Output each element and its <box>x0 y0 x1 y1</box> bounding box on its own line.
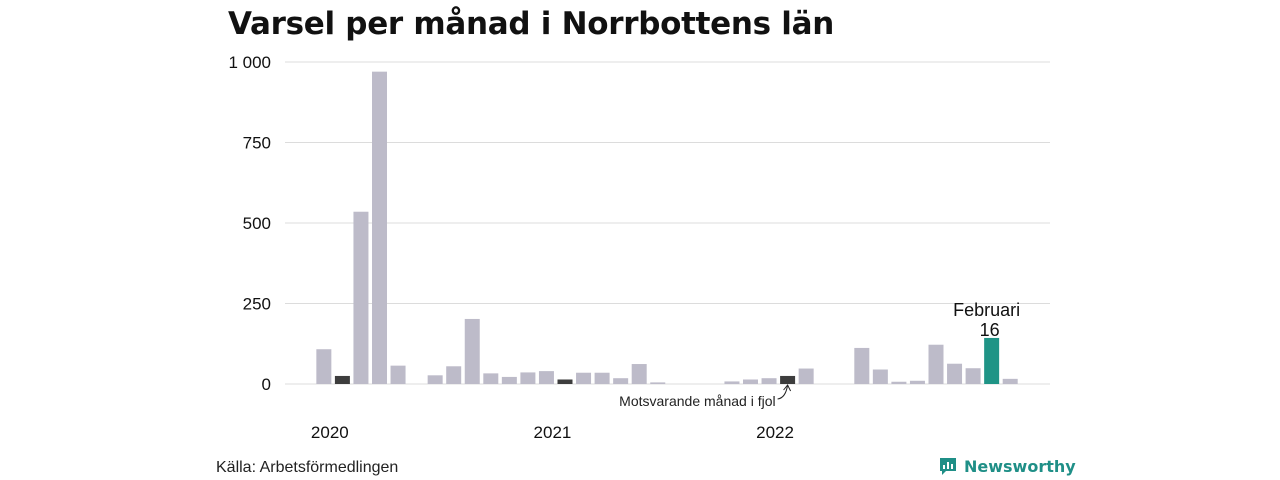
bar-16 <box>594 372 610 384</box>
bar-3 <box>353 211 369 384</box>
bar-38 <box>1002 378 1018 384</box>
highlight-month-label: Februari <box>953 300 1020 320</box>
bar-13 <box>538 371 554 384</box>
y-axis-tick-labels: 0 250 500 750 1 000 <box>228 53 271 394</box>
y-tick-label-0: 0 <box>262 375 271 394</box>
bar-4 <box>372 71 387 384</box>
highlight-value-label: 16 <box>980 320 1000 340</box>
x-tick-label-2: 2022 <box>756 423 794 442</box>
x-axis-tick-labels: 2020 2021 2022 <box>311 423 794 442</box>
bar-30 <box>854 347 870 384</box>
chart-title: Varsel per månad i Norrbottens län <box>228 6 835 42</box>
bar-11 <box>501 376 517 384</box>
bar-12 <box>520 372 536 384</box>
y-tick-label-2: 500 <box>243 214 271 233</box>
bar-18 <box>631 364 647 384</box>
bar-17 <box>613 378 629 384</box>
brand-name: Newsworthy <box>964 456 1076 476</box>
y-tick-label-3: 750 <box>243 134 271 153</box>
annotations: Februari 16 Motsvarande månad i fjol <box>619 300 1020 409</box>
bar-31 <box>872 369 888 384</box>
gridlines <box>285 61 1050 385</box>
bar-15 <box>576 372 592 384</box>
bar-35 <box>947 363 963 384</box>
x-tick-label-0: 2020 <box>311 423 349 442</box>
source-note: Källa: Arbetsförmedlingen <box>216 459 399 476</box>
bar-33 <box>909 380 925 384</box>
bar-25 <box>761 378 777 384</box>
bar-2 <box>334 375 350 384</box>
comparison-arrow <box>777 384 789 400</box>
bar-34 <box>928 344 944 384</box>
bar-8 <box>446 366 462 384</box>
brand-logo: Newsworthy <box>938 456 1076 476</box>
bar-1 <box>316 349 332 384</box>
bar-14 <box>557 379 573 384</box>
bar-23 <box>724 381 740 384</box>
bar-36 <box>965 368 981 384</box>
bar-10 <box>483 373 499 384</box>
bar-5 <box>390 365 406 384</box>
y-tick-label-4: 1 000 <box>228 53 271 72</box>
bar-27 <box>798 368 814 384</box>
bar-19 <box>650 382 666 384</box>
bar-32 <box>891 381 907 384</box>
bar-7 <box>427 375 443 384</box>
y-tick-label-1: 250 <box>243 295 271 314</box>
bar-24 <box>743 379 758 384</box>
bar-9 <box>464 318 480 384</box>
bars <box>316 71 1018 384</box>
newsworthy-logo-icon <box>940 458 956 475</box>
x-tick-label-1: 2021 <box>534 423 572 442</box>
comparison-arrowhead <box>783 384 792 392</box>
bar-37 <box>984 337 1000 384</box>
bar-26 <box>780 375 796 384</box>
comparison-annotation-label: Motsvarande månad i fjol <box>619 393 775 409</box>
